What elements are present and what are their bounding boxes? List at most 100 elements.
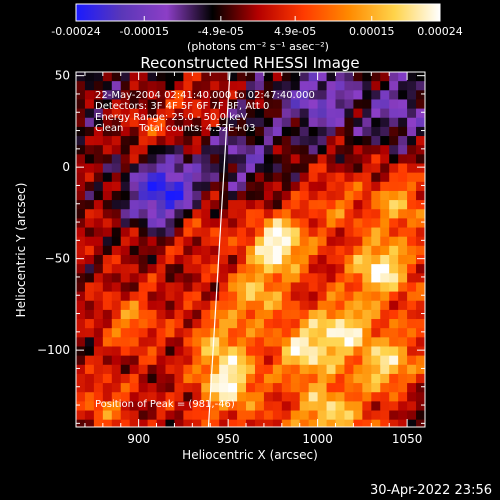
heatmap-cell xyxy=(129,236,140,247)
heatmap-cell xyxy=(290,300,301,311)
heatmap-cell xyxy=(165,227,176,238)
heatmap-cell xyxy=(174,383,184,393)
heatmap-cell xyxy=(344,373,355,384)
heatmap-cell xyxy=(371,126,381,137)
heatmap-cell xyxy=(290,227,301,238)
heatmap-cell xyxy=(353,126,363,137)
heatmap-cell xyxy=(416,117,425,128)
heatmap-cell xyxy=(263,401,274,412)
heatmap-cell xyxy=(138,419,149,427)
heatmap-cell xyxy=(129,401,140,412)
heatmap-cell xyxy=(407,172,417,183)
heatmap-cell xyxy=(398,273,408,284)
heatmap-cell xyxy=(335,273,346,284)
heatmap-cell xyxy=(138,145,149,155)
heatmap-cell xyxy=(272,145,283,155)
heatmap-cell xyxy=(129,154,140,165)
heatmap-cell xyxy=(84,136,95,146)
heatmap-cell xyxy=(317,117,328,128)
heatmap-cell xyxy=(254,90,265,101)
heatmap-cell xyxy=(93,254,104,265)
heatmap-cell xyxy=(120,136,131,146)
heatmap-cell xyxy=(371,108,381,119)
heatmap-cell xyxy=(263,145,274,155)
heatmap-cell xyxy=(111,245,122,256)
heatmap-cell xyxy=(147,337,158,348)
heatmap-cell xyxy=(272,90,283,101)
heatmap-cell xyxy=(174,90,184,101)
heatmap-cell xyxy=(254,145,265,155)
heatmap-cell xyxy=(111,218,122,229)
heatmap-cell xyxy=(174,419,184,427)
heatmap-cell xyxy=(317,273,328,284)
heatmap-cell xyxy=(102,136,113,146)
heatmap-cell xyxy=(156,328,167,338)
heatmap-cell xyxy=(344,254,355,265)
heatmap-cell xyxy=(76,419,86,427)
heatmap-cell xyxy=(111,392,122,402)
heatmap-cell xyxy=(407,273,417,284)
heatmap-cell xyxy=(299,364,310,375)
heatmap-cell xyxy=(219,181,229,192)
heatmap-cell xyxy=(102,364,113,375)
heatmap-cell xyxy=(254,209,265,219)
heatmap-cell xyxy=(407,364,417,375)
heatmap-cell xyxy=(138,309,149,320)
heatmap-cell xyxy=(201,346,211,357)
heatmap-cell xyxy=(84,90,95,101)
heatmap-cell xyxy=(120,319,131,329)
heatmap-cell xyxy=(76,136,86,146)
heatmap-cell xyxy=(272,190,283,201)
heatmap-cell xyxy=(371,172,381,183)
heatmap-cell xyxy=(174,264,184,274)
render-timestamp: 30-Apr-2022 23:56 xyxy=(370,483,492,498)
heatmap-cell xyxy=(201,136,211,146)
heatmap-cell xyxy=(156,300,167,311)
heatmap-cell xyxy=(201,245,211,256)
heatmap-cell xyxy=(416,172,425,183)
heatmap-cell xyxy=(246,419,256,427)
heatmap-cell xyxy=(129,337,140,348)
heatmap-cell xyxy=(362,245,372,256)
heatmap-cell xyxy=(398,236,408,247)
heatmap-cell xyxy=(156,346,167,357)
heatmap-cell xyxy=(93,419,104,427)
heatmap-cell xyxy=(246,154,256,165)
colorbar-tick-label: 4.9e-05 xyxy=(274,25,316,38)
heatmap-cell xyxy=(407,81,417,91)
heatmap-cell xyxy=(254,81,265,91)
heatmap-cell xyxy=(237,136,247,146)
heatmap-cell xyxy=(201,90,211,101)
heatmap-cell xyxy=(344,236,355,247)
heatmap-cell xyxy=(201,218,211,229)
heatmap-cell xyxy=(254,236,265,247)
heatmap-cell xyxy=(138,245,149,256)
heatmap-cell xyxy=(398,373,408,384)
heatmap-cell xyxy=(120,419,131,427)
heatmap-cell xyxy=(102,319,113,329)
info-time-range: 22-May-2004 02:41:40.000 to 02:47:40.000 xyxy=(95,90,315,101)
heatmap-cell xyxy=(201,108,211,119)
heatmap-cell xyxy=(183,163,193,174)
heatmap-cell xyxy=(335,154,346,165)
heatmap-cell xyxy=(398,136,408,146)
heatmap-cell xyxy=(344,227,355,238)
heatmap-cell xyxy=(317,309,328,320)
heatmap-cell xyxy=(237,419,247,427)
heatmap-cell xyxy=(254,108,265,119)
heatmap-cell xyxy=(335,163,346,174)
heatmap-cell xyxy=(344,108,355,119)
heatmap-cell xyxy=(111,282,122,293)
heatmap-cell xyxy=(290,282,301,293)
heatmap-cell xyxy=(290,346,301,357)
heatmap-cell xyxy=(326,72,337,82)
heatmap-cell xyxy=(120,172,131,183)
heatmap-cell xyxy=(362,383,372,393)
heatmap-cell xyxy=(335,419,346,427)
heatmap-cell xyxy=(407,300,417,311)
heatmap-cell xyxy=(326,190,337,201)
heatmap-cell xyxy=(335,291,346,302)
heatmap-cell xyxy=(344,410,355,421)
heatmap-cell xyxy=(371,81,381,91)
heatmap-cell xyxy=(120,364,131,375)
